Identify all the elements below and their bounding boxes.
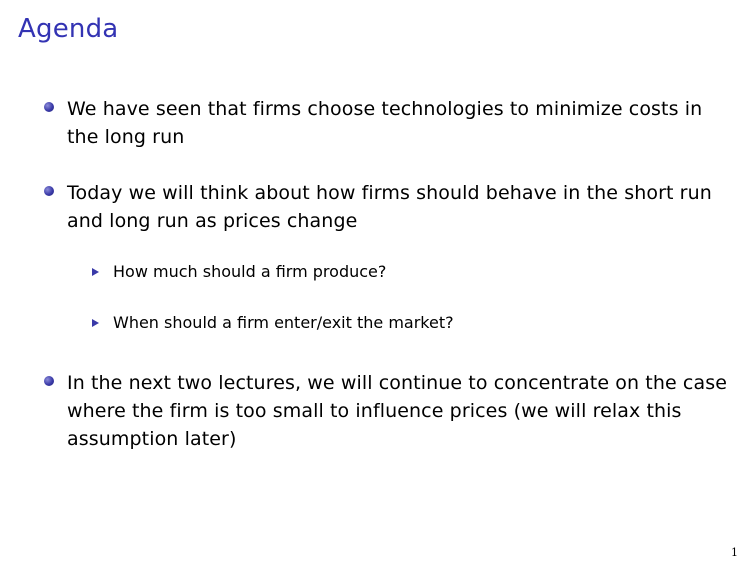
triangle-bullet-icon (92, 268, 99, 276)
subbullet-text: How much should a firm produce? (113, 262, 387, 281)
subbullet-item: When should a firm enter/exit the market… (92, 312, 454, 334)
bullet-item: Today we will think about how firms shou… (44, 179, 737, 235)
slide-title: Agenda (18, 14, 119, 44)
ball-bullet-icon (44, 102, 54, 112)
triangle-bullet-icon (92, 319, 99, 327)
bullet-text: We have seen that firms choose technolog… (67, 98, 703, 148)
ball-bullet-icon (44, 376, 54, 386)
bullet-item: We have seen that firms choose technolog… (44, 95, 737, 151)
bullet-text: Today we will think about how firms shou… (67, 182, 712, 232)
bullet-text: In the next two lectures, we will contin… (67, 372, 727, 450)
subbullet-text: When should a firm enter/exit the market… (113, 313, 454, 332)
ball-bullet-icon (44, 186, 54, 196)
subbullet-item: How much should a firm produce? (92, 261, 386, 283)
bullet-item: In the next two lectures, we will contin… (44, 369, 737, 453)
page-number: 1 (731, 546, 738, 559)
